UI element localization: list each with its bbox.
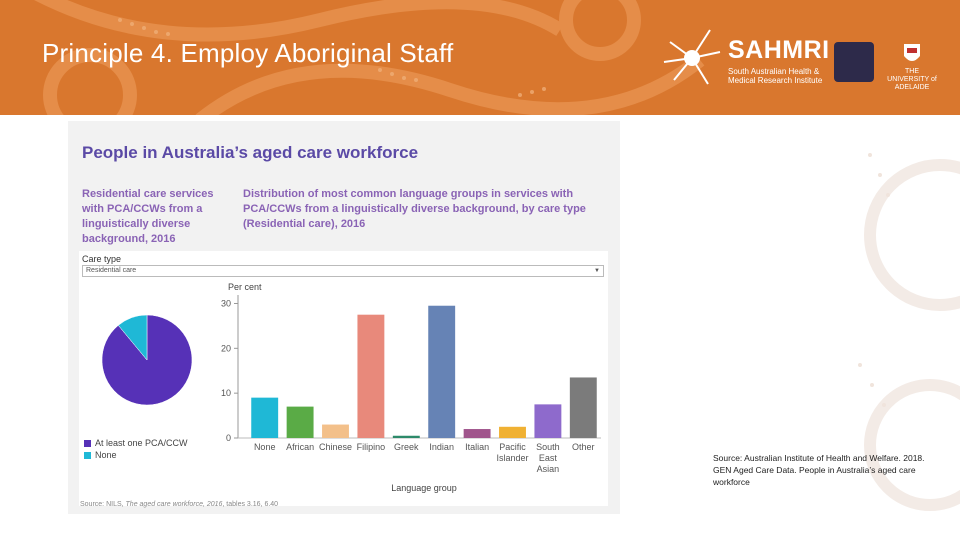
x-tick-label: Italian — [465, 442, 489, 452]
pie-slice — [117, 314, 148, 361]
x-tick-label: South — [536, 442, 560, 452]
source-suffix: , tables 3.16, 6.40 — [222, 501, 279, 508]
slide-title: Principle 4. Employ Aboriginal Staff — [42, 38, 454, 68]
source-prefix: Source: NILS, — [80, 501, 126, 508]
y-tick-label: 10 — [221, 388, 231, 398]
y-tick-label: 20 — [221, 343, 231, 353]
legend-swatch — [84, 439, 91, 447]
bar-chinese — [322, 424, 349, 438]
pie-legend: At least one PCA/CCW None — [84, 437, 188, 461]
legend-label: At least one PCA/CCW — [95, 438, 188, 448]
x-tick-label: Asian — [537, 464, 560, 474]
y-tick-label: 0 — [226, 433, 231, 443]
chart-area: Care type Residential care ▼ At least on… — [79, 251, 608, 506]
bar-greek — [392, 435, 420, 438]
pie-chart-subtitle: Residential care services with PCA/CCWs … — [82, 188, 214, 245]
bar-pacific-islander — [499, 426, 526, 438]
legend-swatch — [84, 451, 91, 459]
citation-text: Source: Australian Institute of Health a… — [713, 453, 925, 487]
y-tick-label: 30 — [221, 298, 231, 308]
sahmri-emblem-icon — [663, 29, 721, 85]
source-note: Source: NILS, The aged care workforce, 2… — [80, 501, 278, 508]
bar-south-east-asian — [534, 404, 562, 438]
x-tick-label: Pacific — [499, 442, 526, 452]
dropdown-value: Residential care — [86, 267, 137, 274]
x-tick-label: Other — [572, 442, 595, 452]
bar-chart-subtitle: Distribution of most common language gro… — [243, 188, 586, 230]
pie-chart — [101, 314, 193, 406]
x-tick-label: None — [254, 442, 276, 452]
bar-chart: Per cent 0 10 20 30 None African Chinese Filipin… — [221, 282, 601, 493]
chevron-down-icon: ▼ — [594, 268, 600, 274]
university-crest-icon — [904, 44, 920, 61]
x-tick-label: Filipino — [357, 442, 386, 452]
y-axis-label: Per cent — [228, 282, 262, 292]
aboriginal-dot-art — [858, 153, 960, 511]
infographic-panel: People in Australia’s aged care workforc… — [68, 121, 620, 514]
bar-italian — [463, 429, 491, 438]
sahmri-logo-text: SAHMRI — [728, 36, 830, 64]
aboriginal-art-pattern — [34, 0, 705, 115]
x-tick-label: Greek — [394, 442, 419, 452]
bar-none — [251, 397, 279, 438]
source-title: The aged care workforce, 2016 — [125, 501, 223, 508]
panel-title: People in Australia’s aged care workforc… — [82, 143, 419, 162]
x-tick-label: Chinese — [319, 442, 352, 452]
x-tick-label: Islander — [496, 453, 528, 463]
x-tick-label: Indian — [429, 442, 454, 452]
legend-item: None — [84, 449, 188, 461]
legend-item: At least one PCA/CCW — [84, 437, 188, 449]
sahmri-logo-subtitle: South Australian Health & Medical Resear… — [728, 67, 823, 85]
care-type-dropdown[interactable]: Residential care ▼ — [82, 265, 604, 277]
bar-african — [286, 406, 314, 438]
bar-other — [569, 377, 597, 438]
x-tick-label: African — [286, 442, 314, 452]
bar-indian — [428, 305, 456, 438]
x-axis-label: Language group — [391, 483, 457, 493]
care-type-label: Care type — [82, 254, 122, 264]
university-logo-text: THE UNIVERSITY of ADELAIDE — [887, 68, 937, 91]
x-tick-label: East — [539, 453, 558, 463]
partner-logos: SAHMRI South Australian Health & Medical… — [660, 22, 950, 102]
bar-filipino — [357, 314, 385, 438]
header-banner: Principle 4. Employ Aboriginal Staff SAH… — [0, 0, 960, 115]
legend-label: None — [95, 450, 117, 460]
partner-logo-icon — [834, 42, 874, 82]
